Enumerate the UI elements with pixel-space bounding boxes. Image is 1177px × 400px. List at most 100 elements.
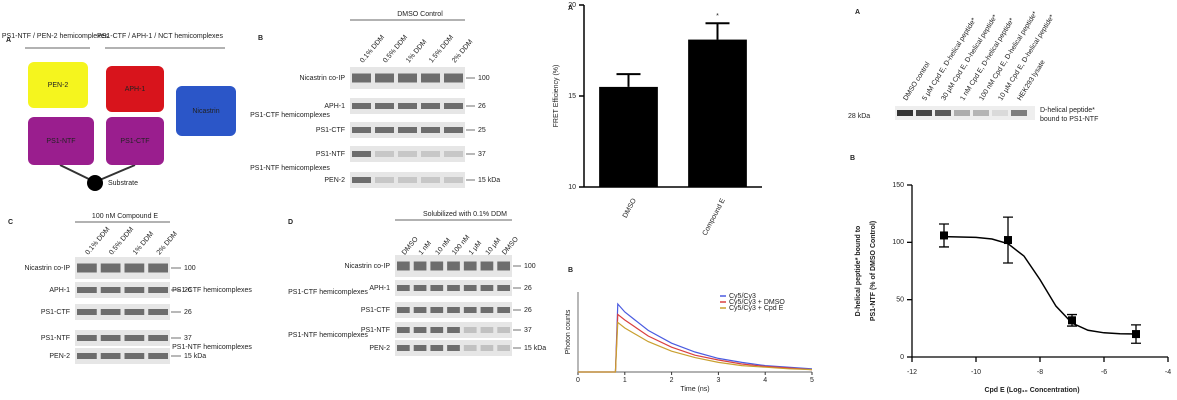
component-label: PS1-CTF [120, 138, 149, 145]
band [480, 307, 494, 313]
band [124, 335, 145, 341]
band [497, 327, 510, 333]
panel-letter: A [568, 5, 573, 12]
size-marker: 26 [478, 103, 486, 110]
band [100, 309, 121, 315]
band [413, 261, 427, 271]
panel-letter: B [258, 35, 263, 42]
row-label: APH-1 [324, 103, 345, 110]
component-box [28, 117, 94, 165]
bar [688, 39, 747, 187]
blot-strip [75, 257, 170, 279]
row-label: PS1-CTF [316, 127, 345, 134]
panel-letter: A [6, 37, 11, 44]
group-header: PS1-CTF / APH-1 / NCT hemicomplexes [97, 33, 223, 40]
blot-strip [75, 330, 170, 346]
band [397, 307, 410, 313]
data-point [940, 231, 948, 240]
legend-label: Cy5/Cy3 + DMSO [729, 299, 785, 306]
size-marker: 28 kDa [848, 113, 870, 120]
component-label: PEN-2 [48, 82, 69, 89]
y-axis-label: PS1-NTF (% of DMSO Control) [870, 221, 877, 321]
group-label: PS1-NTF hemicomplexes [250, 165, 330, 172]
row-label: Nicastrin co-IP [299, 75, 345, 82]
size-marker: 26 [184, 287, 192, 294]
component-label: Nicastrin [192, 108, 219, 115]
legend-label: Cy5/Cy3 [729, 293, 756, 300]
component-label: APH-1 [125, 86, 146, 93]
group-label: PS1-CTF hemicomplexes [288, 289, 368, 296]
band [397, 327, 410, 333]
band [398, 103, 417, 109]
band [447, 261, 460, 271]
error-bar [616, 73, 641, 87]
band [352, 73, 371, 83]
blot-strip [75, 282, 170, 298]
component-box [28, 62, 88, 108]
band [421, 73, 440, 83]
lane-label: 10 μM [485, 237, 503, 257]
row-label: APH-1 [49, 287, 70, 294]
panel-letter: B [850, 155, 855, 162]
size-marker: 26 [184, 309, 192, 316]
size-marker: 15 kDa [184, 353, 206, 360]
row-label: PS1-NTF [41, 335, 70, 342]
band [397, 345, 410, 351]
blot-header: 100 nM Compound E [92, 213, 158, 220]
row-label: PS1-CTF [41, 309, 70, 316]
size-marker: 37 [524, 327, 532, 334]
row-label: PEN-2 [49, 353, 70, 360]
band [480, 345, 494, 351]
band [100, 335, 121, 341]
panel-letter: C [8, 219, 13, 226]
band [430, 261, 444, 271]
blot-strip [75, 348, 170, 364]
band [124, 263, 145, 273]
component-box [106, 117, 164, 165]
y-axis-label: Photon counts [565, 309, 572, 354]
band [375, 103, 394, 109]
row-label: Nicastrin co-IP [24, 265, 70, 272]
band [430, 345, 444, 351]
band [421, 177, 440, 183]
band [935, 110, 951, 116]
band [413, 345, 427, 351]
band [398, 177, 417, 183]
band [148, 335, 168, 341]
blot-header: Solubilized with 0.1% DDM [423, 211, 507, 218]
blot-strip [75, 304, 170, 320]
band [352, 127, 371, 133]
group-label: PS1-NTF hemicomplexes [288, 332, 368, 339]
series-line [578, 313, 813, 373]
band [375, 151, 394, 157]
band [397, 261, 410, 271]
group-label: PS1-CTF hemicomplexes [172, 287, 252, 294]
blot-label: D-helical peptide* [1040, 107, 1095, 114]
band [497, 307, 510, 313]
component-box [106, 66, 164, 112]
lane-label: 1 μM [468, 240, 484, 257]
lane-label: 2% DDM [156, 230, 179, 256]
blot-label: bound to PS1-NTF [1040, 116, 1098, 123]
component-label: PS1-NTF [46, 138, 75, 145]
band [352, 177, 371, 183]
x-tick-label: -8 [1037, 369, 1043, 376]
band [497, 261, 510, 271]
group-label: PS1-NTF hemicomplexes [172, 344, 252, 351]
component-box [176, 86, 236, 136]
band [413, 307, 427, 313]
band [463, 345, 477, 351]
band [77, 335, 97, 341]
lane-label: 1 nM [418, 240, 433, 257]
y-tick-label: 10 [568, 184, 576, 191]
band [375, 177, 394, 183]
x-tick-label: Compound E [702, 197, 728, 237]
data-point [1132, 330, 1140, 339]
x-tick-label: -10 [971, 369, 981, 376]
band [1011, 110, 1027, 116]
band [447, 285, 460, 291]
row-label: PS1-NTF [316, 151, 345, 158]
band [430, 327, 444, 333]
x-tick-label: 5 [810, 377, 814, 384]
y-tick-label: 150 [892, 182, 904, 189]
